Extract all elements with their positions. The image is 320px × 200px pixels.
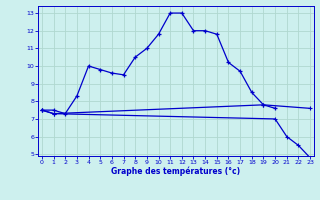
X-axis label: Graphe des températures (°c): Graphe des températures (°c)	[111, 167, 241, 176]
